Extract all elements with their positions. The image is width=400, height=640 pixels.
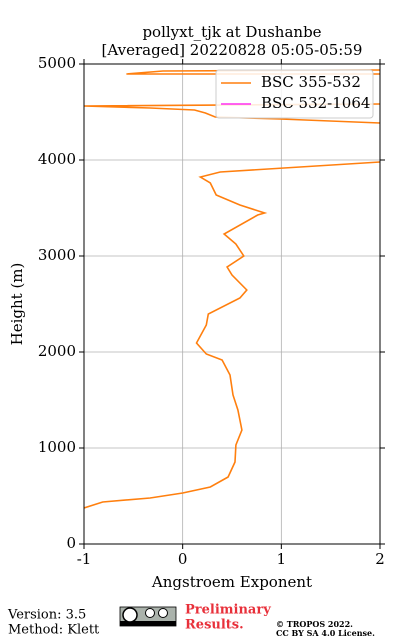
chart-subtitle: [Averaged] 20220828 05:05-05:59 bbox=[102, 41, 363, 59]
notice: Preliminary bbox=[185, 603, 271, 618]
license: CC BY SA 4.0 License. bbox=[276, 628, 375, 638]
legend-label: BSC 355-532 bbox=[261, 73, 361, 91]
x-tick-label: 1 bbox=[277, 550, 287, 568]
legend-label: BSC 532-1064 bbox=[261, 94, 370, 112]
x-tick-label: 0 bbox=[178, 550, 188, 568]
data-line bbox=[84, 69, 380, 509]
y-tick-label: 5000 bbox=[38, 54, 76, 72]
method: Method: Klett bbox=[8, 623, 100, 638]
x-tick-label: 2 bbox=[375, 550, 385, 568]
y-tick-label: 1000 bbox=[38, 438, 76, 456]
y-tick-label: 4000 bbox=[38, 150, 76, 168]
notice: Results. bbox=[185, 618, 244, 633]
x-tick-label: -1 bbox=[77, 550, 92, 568]
version: Version: 3.5 bbox=[7, 608, 86, 623]
y-tick-label: 0 bbox=[66, 534, 76, 552]
axes-frame bbox=[83, 63, 381, 545]
y-tick-label: 3000 bbox=[38, 246, 76, 264]
chart-title: pollyxt_tjk at Dushanbe bbox=[142, 23, 321, 41]
legend-box bbox=[215, 69, 374, 119]
copyright: © TROPOS 2022. bbox=[276, 619, 353, 629]
cc-logo bbox=[119, 606, 177, 627]
y-axis-label: Height (m) bbox=[8, 263, 26, 346]
y-tick-label: 2000 bbox=[38, 342, 76, 360]
x-axis-label: Angstroem Exponent bbox=[151, 573, 312, 591]
